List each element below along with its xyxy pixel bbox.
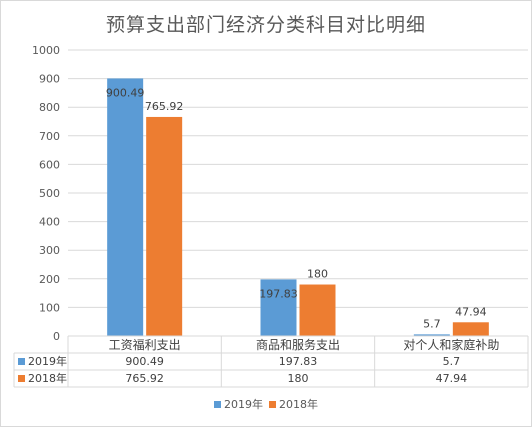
y-tick-label: 300: [39, 244, 60, 257]
x-category-label: 商品和服务支出: [256, 337, 340, 352]
data-label: 197.83: [259, 287, 298, 300]
data-label: 47.94: [455, 305, 487, 318]
y-tick-label: 500: [39, 187, 60, 200]
legend-label: 2019年: [224, 398, 263, 411]
bar: [413, 334, 450, 336]
table-cell-value: 5.7: [443, 355, 461, 368]
bar: [107, 78, 144, 336]
table-cell-value: 765.92: [125, 372, 164, 385]
legend-item: 2019年: [214, 396, 263, 412]
y-tick-label: 900: [39, 73, 60, 86]
legend-label: 2018年: [279, 398, 318, 411]
y-tick-label: 700: [39, 130, 60, 143]
y-tick-label: 400: [39, 216, 60, 229]
data-label: 765.92: [145, 100, 184, 113]
y-tick-label: 600: [39, 158, 60, 171]
bar: [260, 279, 297, 336]
table-cell-value: 47.94: [436, 372, 468, 385]
table-series-name: 2018年: [28, 371, 67, 385]
table-legend-key: [18, 358, 25, 365]
chart-legend: 2019年 2018年: [0, 396, 532, 412]
bar: [299, 284, 336, 336]
y-tick-label: 100: [39, 301, 60, 314]
data-label: 180: [307, 268, 328, 281]
y-tick-label: 1000: [32, 44, 60, 57]
data-label: 900.49: [106, 86, 145, 99]
y-tick-label: 0: [53, 330, 60, 343]
table-series-name: 2019年: [28, 354, 67, 368]
legend-item: 2018年: [269, 396, 318, 412]
legend-swatch: [269, 400, 276, 408]
x-category-label: 对个人和家庭补助: [403, 337, 499, 352]
bar: [146, 116, 183, 337]
y-tick-label: 200: [39, 273, 60, 286]
table-cell-value: 197.83: [279, 355, 318, 368]
table-legend-key: [18, 375, 25, 382]
bar: [452, 322, 489, 336]
x-category-label: 工资福利支出: [109, 337, 181, 352]
data-label: 5.7: [423, 317, 441, 330]
table-cell-value: 180: [288, 372, 309, 385]
chart-title: 预算支出部门经济分类科目对比明细: [105, 14, 426, 36]
table-cell-value: 900.49: [125, 355, 164, 368]
legend-swatch: [214, 400, 221, 408]
y-tick-label: 800: [39, 101, 60, 114]
